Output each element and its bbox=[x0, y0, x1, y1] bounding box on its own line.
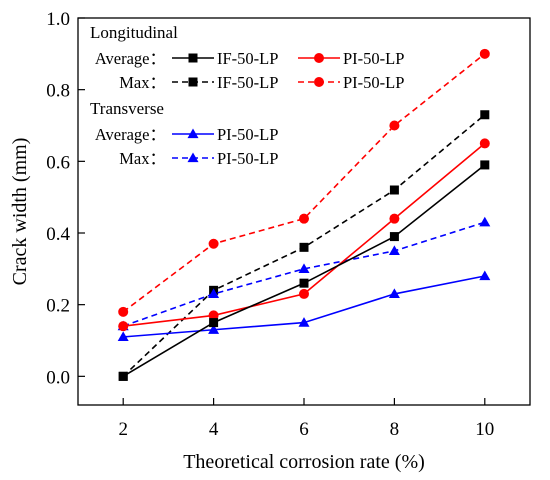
data-point bbox=[118, 321, 129, 332]
data-point bbox=[388, 288, 400, 299]
x-axis-title: Theoretical corrosion rate (%) bbox=[183, 451, 425, 473]
y-axis-title: Crack width (mm) bbox=[9, 138, 31, 286]
data-point bbox=[299, 278, 309, 288]
data-point bbox=[479, 270, 491, 281]
data-point bbox=[118, 306, 129, 317]
legend-group-title: Transverse bbox=[90, 99, 164, 118]
data-point bbox=[479, 48, 490, 59]
y-tick-label: 0.6 bbox=[46, 152, 70, 173]
legend-swatch-marker bbox=[187, 152, 199, 163]
series-long-avg-if bbox=[118, 160, 490, 381]
x-tick-label: 2 bbox=[118, 419, 128, 440]
legend-swatch-marker bbox=[188, 53, 198, 63]
legend-entry-label: IF-50-LP bbox=[217, 73, 278, 92]
data-point bbox=[389, 185, 399, 195]
series-long-max-if bbox=[118, 110, 490, 381]
x-tick-label: 6 bbox=[299, 419, 309, 440]
data-point bbox=[118, 371, 128, 381]
data-point bbox=[117, 331, 129, 342]
data-point bbox=[208, 238, 219, 249]
data-point bbox=[480, 110, 490, 120]
legend-entry-label: IF-50-LP bbox=[217, 49, 278, 68]
legend: Longitudinal Average： IF-50-LP PI-50-LP Max：… bbox=[90, 23, 404, 168]
series-long-max-pi bbox=[118, 48, 490, 317]
data-point bbox=[479, 216, 491, 227]
series-line bbox=[122, 53, 486, 313]
legend-row-prefix: Average： bbox=[95, 49, 166, 68]
y-tick-label: 0.2 bbox=[46, 296, 70, 317]
legend-swatch-marker bbox=[314, 77, 324, 87]
series-trans-avg-pi bbox=[117, 270, 491, 342]
legend-swatch-marker bbox=[314, 53, 324, 63]
legend-entry-label: PI-50-LP bbox=[343, 73, 404, 92]
series-long-avg-pi bbox=[118, 138, 490, 332]
series-layer bbox=[117, 48, 491, 381]
data-point bbox=[389, 213, 400, 224]
data-point bbox=[389, 120, 400, 131]
x-tick-label: 10 bbox=[475, 419, 494, 440]
legend-group-title: Longitudinal bbox=[90, 23, 178, 42]
legend-swatch-marker bbox=[187, 128, 199, 139]
y-tick-label: 0.4 bbox=[46, 224, 70, 245]
ticks-layer: 2 4 6 8 10 0.0 0.2 0.4 0.6 0.8 1.0 bbox=[46, 9, 494, 440]
y-tick-label: 1.0 bbox=[46, 9, 70, 30]
legend-entry-label: PI-50-LP bbox=[217, 149, 278, 168]
legend-swatch-marker bbox=[188, 77, 198, 87]
data-point bbox=[389, 232, 399, 242]
legend-row-prefix: Max： bbox=[119, 149, 166, 168]
series-line bbox=[122, 221, 486, 327]
data-point bbox=[388, 245, 400, 256]
legend-row-prefix: Max： bbox=[119, 73, 166, 92]
data-point bbox=[209, 318, 219, 328]
legend-entry-label: PI-50-LP bbox=[217, 125, 278, 144]
data-point bbox=[298, 263, 310, 273]
legend-entry-label: PI-50-LP bbox=[343, 49, 404, 68]
data-point bbox=[208, 288, 220, 299]
y-tick-label: 0.8 bbox=[46, 81, 70, 102]
data-point bbox=[299, 213, 309, 224]
x-tick-label: 4 bbox=[209, 419, 219, 440]
data-point bbox=[299, 242, 309, 252]
data-point bbox=[299, 288, 309, 299]
data-point bbox=[298, 317, 310, 327]
legend-row-prefix: Average： bbox=[95, 125, 166, 144]
data-point bbox=[208, 324, 220, 334]
data-point bbox=[480, 160, 490, 170]
x-tick-label: 8 bbox=[390, 419, 400, 440]
data-point bbox=[208, 310, 219, 321]
data-point bbox=[479, 138, 490, 149]
y-tick-label: 0.0 bbox=[46, 367, 70, 388]
